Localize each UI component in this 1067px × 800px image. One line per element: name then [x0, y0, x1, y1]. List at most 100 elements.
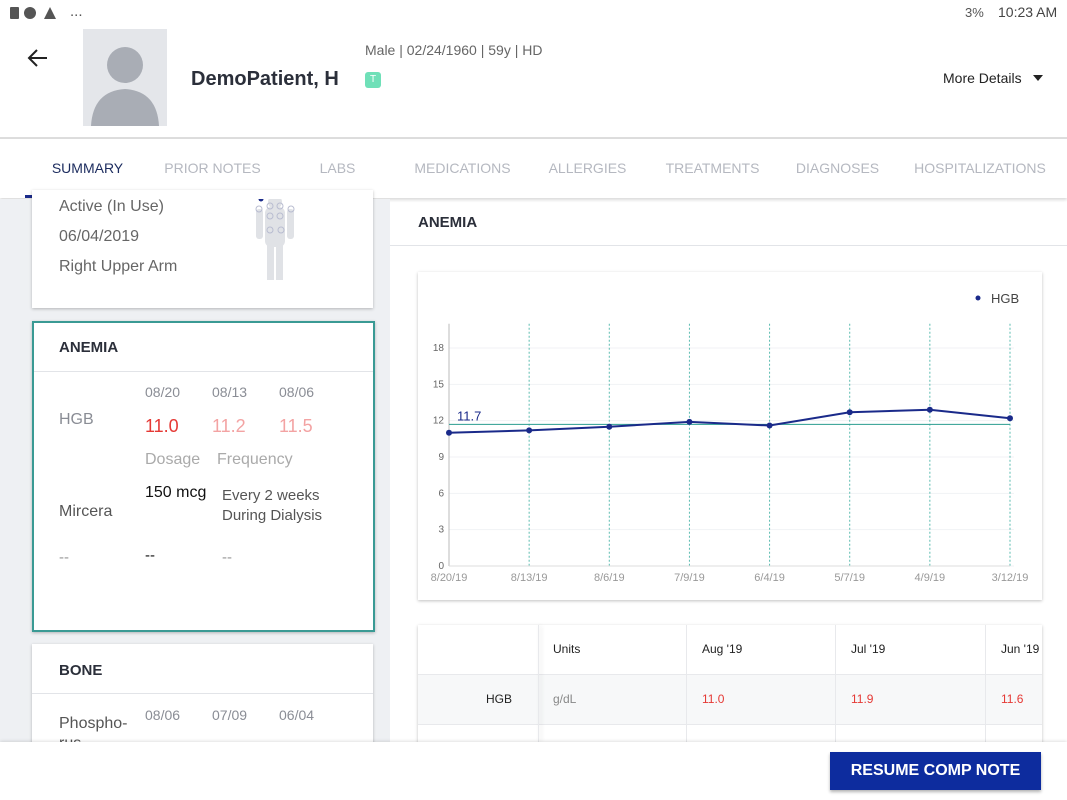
body-figure — [255, 199, 295, 280]
row-divider — [418, 724, 1042, 725]
tab[interactable]: TREATMENTS — [665, 160, 760, 176]
lab-table-body: Units Aug '19 Jul '19 Jun '19 HGB g/dL 11.0 11.… — [418, 625, 1042, 742]
cell-value: 11.0 — [702, 692, 725, 706]
y-tick-label: 18 — [433, 343, 445, 354]
y-tick-label: 0 — [438, 561, 444, 572]
card-title: ANEMIA — [59, 339, 119, 356]
chart: 0 3 6 9 12 15 18 8/20/19 8/13/19 8/6/19 7/9/19 6/4/… — [431, 291, 1029, 584]
legend-label: HGB — [991, 291, 1019, 306]
column-divider — [686, 625, 687, 742]
data-point — [926, 406, 933, 413]
x-tick-label: 4/9/19 — [915, 572, 946, 584]
y-tick-label: 15 — [433, 379, 445, 390]
row-label: HGB — [485, 692, 512, 706]
column-divider — [538, 625, 539, 742]
y-tick-label: 12 — [433, 416, 445, 427]
card-title: BONE — [59, 662, 103, 679]
column-divider — [985, 625, 986, 742]
tab-bar — [0, 139, 1067, 198]
x-tick-label: 5/7/19 — [834, 572, 865, 584]
legend-marker — [975, 295, 981, 301]
demographics: Male | 02/24/1960 | 59y | HD — [365, 42, 543, 58]
hgb-value: 11.0 — [145, 416, 179, 436]
date: 08/06 — [279, 384, 315, 400]
access-card — [32, 190, 373, 308]
column-header: Jun '19 — [1001, 642, 1040, 656]
frequency-label: Frequency — [217, 451, 293, 468]
date: 07/09 — [212, 707, 248, 723]
data-point — [1007, 415, 1013, 422]
x-tick-label: 8/6/19 — [594, 572, 625, 584]
back-button[interactable] — [27, 48, 49, 68]
panel-divider — [390, 245, 1067, 246]
data-point — [526, 427, 533, 434]
x-tick-label: 8/20/19 — [431, 572, 468, 584]
date: 08/06 — [145, 707, 181, 723]
y-tick-label: 3 — [438, 525, 444, 536]
units: g/dL — [553, 692, 577, 706]
column-header: Jul '19 — [851, 642, 886, 656]
tab[interactable]: PRIOR NOTES — [164, 160, 261, 176]
data-line — [448, 408, 1011, 434]
hgb-value: 11.5 — [279, 416, 313, 436]
data-point — [846, 409, 853, 416]
card-divider — [32, 693, 373, 694]
dropdown-caret — [1033, 75, 1043, 81]
x-tick-label: 8/13/19 — [511, 572, 548, 584]
patient-name: DemoPatient, H — [191, 68, 339, 90]
column-header: Units — [553, 642, 581, 656]
tab[interactable]: DIAGNOSES — [795, 160, 880, 176]
reference-label: 11.7 — [457, 408, 481, 423]
panel-title: ANEMIA — [418, 214, 478, 231]
badge: T — [365, 72, 381, 88]
battery-level: 3% — [965, 5, 984, 20]
data-point — [766, 422, 773, 429]
clock: 10:23 AM — [998, 4, 1058, 20]
data-point — [446, 429, 452, 436]
column-header: Aug '19 — [702, 642, 743, 656]
data-point — [606, 423, 613, 430]
tab[interactable]: MEDICATIONS — [414, 160, 511, 176]
row-divider — [418, 674, 1042, 675]
access-status: Active (In Use) — [59, 198, 164, 215]
frequency: Every 2 weeks During Dialysis — [222, 487, 323, 524]
data-point — [686, 418, 693, 425]
y-tick-label: 6 — [438, 488, 444, 499]
cell-value: 11.6 — [1001, 692, 1024, 706]
x-tick-label: 6/4/19 — [754, 572, 785, 584]
access-date: 06/04/2019 — [59, 228, 140, 245]
y-tick-label: 9 — [438, 452, 444, 463]
drug-name: Mircera — [59, 503, 113, 520]
row-background — [418, 675, 1042, 724]
chart-card — [418, 272, 1042, 600]
status-more: ... — [70, 3, 83, 20]
more-details[interactable]: More Details — [943, 70, 1022, 86]
empty-value: -- — [222, 549, 232, 566]
tab[interactable]: HOSPITALIZATIONS — [914, 160, 1046, 176]
dosage-label: Dosage — [145, 451, 201, 468]
card-divider — [34, 371, 373, 372]
empty-value: -- — [59, 549, 69, 566]
anemia-card[interactable] — [32, 321, 375, 632]
hgb-value: 11.2 — [212, 416, 246, 436]
date: 08/20 — [145, 384, 181, 400]
empty-value: -- — [145, 547, 155, 564]
header-divider — [0, 137, 1067, 139]
x-tick-label: 7/9/19 — [674, 572, 705, 584]
column-divider — [835, 625, 836, 742]
patient-avatar — [83, 29, 167, 126]
status-icons — [10, 7, 56, 19]
status-bar: ... 3% 10:23 AM — [0, 0, 1067, 25]
date: 06/04 — [279, 707, 315, 723]
tab[interactable]: ALLERGIES — [548, 160, 627, 176]
cell-value: 11.9 — [851, 692, 874, 706]
tab[interactable]: LABS — [319, 160, 356, 176]
x-tick-label: 3/12/19 — [992, 572, 1029, 584]
access-location: Right Upper Arm — [59, 258, 178, 275]
hgb-label: HGB — [59, 411, 94, 428]
dose: 150 mcg — [145, 484, 207, 501]
date: 08/13 — [212, 384, 248, 400]
resume-button[interactable]: RESUME COMP NOTE — [830, 752, 1041, 790]
tab[interactable]: SUMMARY — [51, 160, 124, 176]
